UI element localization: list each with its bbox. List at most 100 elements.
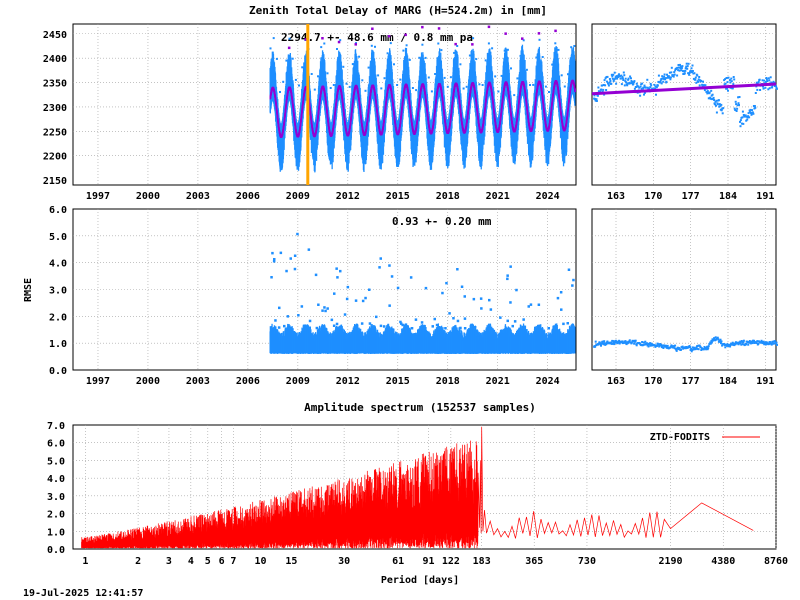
ztd-obs-point: [329, 87, 332, 89]
ztd-obs-point: [570, 46, 573, 49]
ztd-obs-point: [551, 63, 554, 66]
ztd-obs-point: [377, 74, 380, 77]
ztd-obs-point: [500, 74, 503, 77]
ztd-obs-point: [481, 84, 484, 86]
ztd-obs-point: [446, 85, 449, 88]
spectrum-title: Amplitude spectrum (152537 samples): [304, 401, 536, 414]
ztd-obs-point: [317, 75, 319, 78]
ztd-obs-point: [370, 44, 373, 47]
ztd-obs-point: [310, 73, 313, 75]
ztd-obs-point: [487, 42, 490, 45]
ztd-obs-point: [548, 91, 550, 93]
ztd-observations: [269, 37, 576, 173]
ztd-y-tick: 2400: [43, 54, 67, 65]
ztd-obs-point: [513, 94, 516, 97]
ztd-obs-point: [506, 48, 509, 51]
timestamp: 19-Jul-2025 12:41:57: [23, 588, 143, 599]
ztd-x-tick: 1997: [86, 191, 110, 202]
ztd-obs-point: [361, 79, 364, 82]
ztd-obs-point: [538, 38, 541, 41]
ztd-obs-point: [415, 89, 418, 92]
ztd-obs-point: [396, 84, 399, 86]
ztd-obs-point: [427, 76, 430, 79]
plot-layer: 1997 2000 2003 2006 2009 2012 2015 2018 2021 2024…: [43, 23, 788, 567]
ztd-obs-point: [411, 87, 414, 89]
ztd-obs-point: [560, 74, 563, 77]
ztd-x-tick: 2012: [336, 191, 360, 202]
spectrum-xlabel: Period [days]: [381, 574, 459, 586]
ztd-y-tick: 2150: [43, 176, 67, 187]
ztd-obs-point: [389, 42, 392, 45]
ztd-obs-point: [405, 44, 408, 47]
ztd-obs-point: [345, 82, 348, 85]
ztd-obs-point: [421, 43, 424, 46]
ztd-y-tick: 2350: [43, 79, 67, 90]
ztd-obs-point: [462, 87, 465, 90]
ztd-annotation: 2294.7 +- 48.6 mm / 0.8 mm pa: [281, 31, 473, 44]
ztd-obs-point: [465, 85, 468, 88]
ztd-obs-point: [430, 90, 433, 93]
ztd-obs-point: [529, 84, 531, 86]
ztd-obs-point: [399, 78, 402, 81]
ztd-obs-point: [459, 63, 462, 66]
ztd-obs-point: [541, 56, 544, 58]
ztd-obs-point: [342, 65, 345, 68]
ztd-obs-point: [285, 59, 288, 62]
ztd-x-tick: 2003: [186, 191, 210, 202]
ztd-x-tick: 2009: [286, 191, 310, 202]
ztd-y-tick: 2250: [43, 127, 67, 138]
ztd-x-tick: 2018: [436, 191, 460, 202]
ztd-obs-point: [532, 83, 535, 86]
ztd-obs-point: [519, 54, 522, 57]
ztd-obs-point: [367, 66, 370, 69]
ztd-obs-point: [554, 42, 557, 45]
ztd-obs-point: [443, 76, 446, 79]
ztd-y-tick: 2200: [43, 152, 67, 163]
legend-label: ZTD-FODITS: [650, 432, 710, 443]
ztd-obs-point: [282, 80, 285, 83]
ztd-obs-point: [374, 45, 376, 48]
rmse-ylabel: RMSE: [23, 278, 34, 302]
ztd-obs-point: [402, 49, 405, 52]
ztd-y-tick: 2300: [43, 103, 67, 114]
ztd-obs-point: [291, 57, 294, 60]
ztd-obs-point: [383, 77, 386, 80]
ztd-fit-curve: [269, 25, 576, 138]
ztd-obs-point: [386, 52, 389, 55]
ztd-obs-point: [563, 85, 566, 88]
ztd-obs-point: [301, 66, 304, 69]
ztd-obs-point: [516, 77, 519, 80]
ztd-obs-point: [298, 84, 300, 87]
ztd-obs-point: [364, 89, 367, 92]
ztd-obs-point: [434, 73, 437, 75]
ztd-obs-point: [313, 88, 316, 91]
ztd-obs-point: [326, 72, 329, 75]
ztd-obs-point: [449, 76, 452, 79]
ztd-obs-point: [418, 56, 421, 59]
ztd-obs-point: [453, 51, 456, 54]
ztd-obs-point: [332, 84, 335, 86]
ztd-obs-point: [336, 48, 338, 50]
ztd-obs-point: [380, 87, 383, 90]
ztd-obs-point: [393, 63, 395, 66]
ztd-obs-point: [491, 47, 494, 50]
main-title: Zenith Total Delay of MARG (H=524.2m) in…: [249, 4, 547, 17]
ztd-x-tick: 2000: [136, 191, 160, 202]
ztd-x-tick: 2024: [536, 191, 560, 202]
ztd-obs-point: [494, 75, 497, 78]
ztd-obs-point: [468, 54, 471, 57]
ztd-panel-frame: [72, 23, 577, 186]
ztd-x-tick: 2021: [486, 191, 510, 202]
ztd-obs-point: [456, 45, 459, 47]
ztd-obs-point: [348, 85, 351, 88]
ztd-obs-point: [472, 37, 475, 40]
ztd-x-tick: 2015: [386, 191, 410, 202]
ztd-panel-group: 1997 2000 2003 2006 2009 2012 2015 2018 2021 2024…: [43, 23, 577, 202]
rmse-annotation: 0.93 +- 0.20 mm: [392, 215, 492, 228]
ztd-obs-point: [573, 45, 576, 47]
ztd-obs-point: [358, 55, 361, 58]
ztd-obs-point: [544, 85, 547, 88]
ztd-obs-point: [294, 78, 297, 81]
